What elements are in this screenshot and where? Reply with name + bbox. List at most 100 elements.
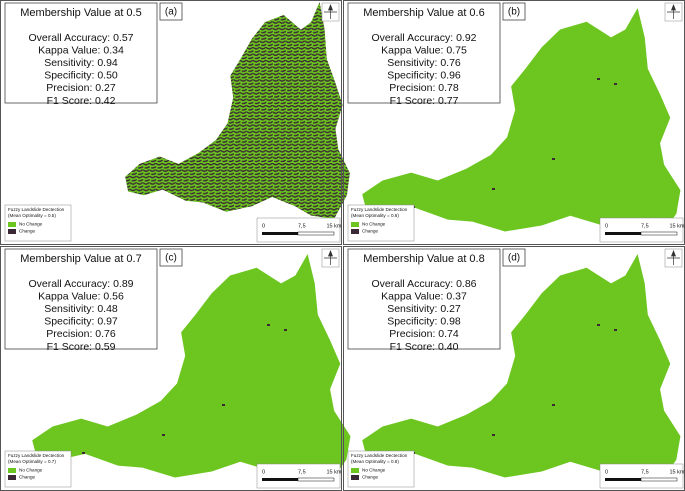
metric: Kappa Value: 0.37: [381, 290, 467, 302]
metrics-box: [347, 248, 501, 350]
compass: [324, 4, 337, 19]
legend-item: No Change: [19, 468, 43, 473]
scale-bar: [605, 232, 641, 235]
legend-swatch: [351, 229, 359, 234]
metric: Overall Accuracy: 0.89: [28, 278, 133, 290]
metric: Kappa Value: 0.56: [38, 290, 124, 302]
legend-swatch: [8, 475, 16, 480]
legend-title: Fuzzy Landslide Dectection: [8, 207, 65, 212]
change-spot: [492, 434, 495, 436]
metric: Sensitivity: 0.94: [44, 57, 118, 69]
legend-title: Fuzzy Landslide Dectection: [351, 453, 408, 458]
compass: [667, 250, 680, 265]
scale-label: 0: [605, 469, 608, 475]
metric: Kappa Value: 0.75: [381, 44, 467, 56]
metric: F1 Score: 0.40: [390, 341, 459, 353]
scale-bar: [605, 478, 641, 481]
change-spot: [552, 158, 555, 160]
legend-title: Fuzzy Landslide Dectection: [351, 207, 408, 212]
panel-title: Membership Value at 0.7: [20, 253, 141, 265]
scale-box: [256, 217, 341, 243]
panel-title: Membership Value at 0.8: [363, 253, 484, 265]
change-spot: [267, 324, 270, 326]
panel-label: (a): [165, 7, 177, 18]
scale-label: 7,5: [298, 469, 306, 475]
scale-bar: [640, 477, 678, 482]
legend-item: Change: [19, 229, 36, 234]
panel-label: (d): [508, 253, 520, 264]
label-box: [159, 248, 183, 267]
scale-box: [599, 463, 684, 489]
scale-label: 15 km: [327, 223, 342, 229]
compass: [667, 4, 680, 19]
metric: Overall Accuracy: 0.57: [28, 32, 133, 44]
change-spot: [492, 188, 495, 190]
metric: Specificity: 0.98: [387, 316, 461, 328]
scale-bar: [640, 231, 678, 236]
legend-swatch: [351, 475, 359, 480]
metric: Sensitivity: 0.27: [387, 303, 461, 315]
metric: Kappa Value: 0.34: [38, 44, 124, 56]
metric: Overall Accuracy: 0.92: [371, 32, 476, 44]
legend-subtitle: (Mean Optimality = 0.5): [8, 213, 56, 218]
metric: Sensitivity: 0.48: [44, 303, 118, 315]
legend-subtitle: (Mean Optimality = 0.6): [351, 213, 399, 218]
metric: Precision: 0.74: [389, 328, 459, 340]
scale-bar: [262, 232, 298, 235]
metric: Specificity: 0.97: [44, 316, 118, 328]
scale-bar: [297, 477, 335, 482]
metrics-box: [4, 248, 158, 350]
legend-item: No Change: [362, 468, 386, 473]
compass: [324, 250, 337, 265]
metrics-box: [4, 2, 158, 104]
scale-label: 7,5: [641, 223, 649, 229]
legend-swatch: [351, 222, 359, 227]
scale-box: [599, 217, 684, 243]
metric: F1 Score: 0.42: [47, 95, 116, 107]
scale-label: 15 km: [327, 469, 342, 475]
panel: Membership Value at 0.6 (b) Overall Accura…: [343, 0, 685, 245]
metric: F1 Score: 0.77: [390, 95, 459, 107]
metric: Specificity: 0.96: [387, 70, 461, 82]
scale-box: [256, 463, 341, 489]
scale-label: 0: [262, 223, 265, 229]
panel-border: [0, 0, 342, 245]
change-spot: [162, 434, 165, 436]
scale-bar: [297, 231, 335, 236]
panel-title: Membership Value at 0.6: [363, 7, 484, 19]
map-region: [125, 2, 350, 220]
legend-item: Change: [362, 229, 379, 234]
metric: Precision: 0.78: [389, 82, 459, 94]
scale-label: 15 km: [670, 469, 685, 475]
legend-swatch: [8, 468, 16, 473]
panel-title: Membership Value at 0.5: [20, 7, 141, 19]
metric: Sensitivity: 0.76: [387, 57, 461, 69]
change-spot: [597, 78, 600, 80]
scale-label: 0: [262, 469, 265, 475]
legend-item: No Change: [362, 222, 386, 227]
change-spot: [284, 329, 287, 331]
legend-subtitle: (Mean Optimality = 0.7): [8, 459, 56, 464]
scale-label: 7,5: [298, 223, 306, 229]
metric: Precision: 0.27: [46, 82, 116, 94]
panel: Membership Value at 0.7 (c) Overall Accura…: [0, 246, 342, 491]
legend-item: Change: [19, 475, 36, 480]
panel-label: (c): [165, 253, 177, 264]
scale-label: 7,5: [641, 469, 649, 475]
legend-swatch: [8, 222, 16, 227]
legend-swatch: [8, 229, 16, 234]
legend-swatch: [351, 468, 359, 473]
metrics-box: [347, 2, 501, 104]
panel: Membership Value at 0.5 (a) Overall Accura…: [0, 0, 342, 245]
panel: Membership Value at 0.8 (d) Overall Accura…: [343, 246, 685, 491]
legend-item: Change: [362, 475, 379, 480]
label-box: [159, 2, 183, 21]
legend-title: Fuzzy Landslide Dectection: [8, 453, 65, 458]
change-spot: [614, 83, 617, 85]
metric: F1 Score: 0.59: [47, 341, 116, 353]
scale-label: 0: [605, 223, 608, 229]
legend-item: No Change: [19, 222, 43, 227]
change-spot: [222, 404, 225, 406]
panel-label: (b): [508, 7, 520, 18]
